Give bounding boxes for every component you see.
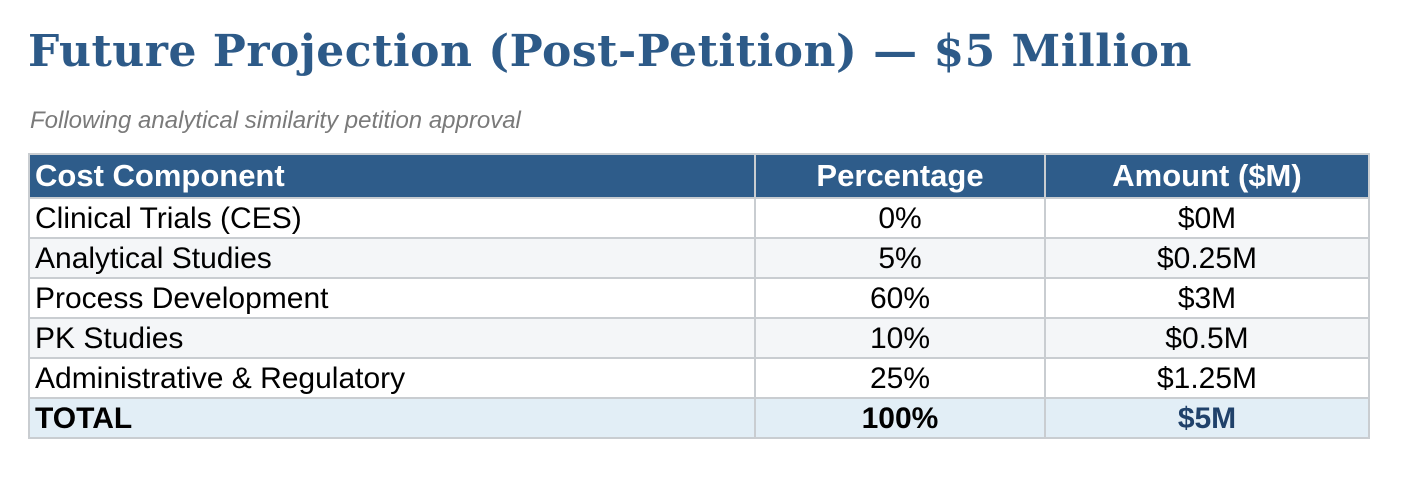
- percentage-cell: 60%: [754, 277, 1046, 319]
- column-header-cost-component: Cost Component: [28, 153, 756, 199]
- cost-component-cell: Analytical Studies: [28, 237, 756, 279]
- document-page: Future Projection (Post-Petition) — $5 M…: [28, 26, 1370, 439]
- table-row: PK Studies 10% $0.5M: [28, 317, 1370, 359]
- cost-component-cell: Process Development: [28, 277, 756, 319]
- table-header-row: Cost Component Percentage Amount ($M): [28, 153, 1370, 199]
- cost-component-cell: PK Studies: [28, 317, 756, 359]
- table-total-row: TOTAL 100% $5M: [28, 397, 1370, 439]
- page-title: Future Projection (Post-Petition) — $5 M…: [28, 26, 1192, 77]
- percentage-cell: 10%: [754, 317, 1046, 359]
- amount-cell: $3M: [1044, 277, 1370, 319]
- cost-component-cell: Administrative & Regulatory: [28, 357, 756, 399]
- amount-cell: $0M: [1044, 197, 1370, 239]
- percentage-cell: 5%: [754, 237, 1046, 279]
- table-row: Process Development 60% $3M: [28, 277, 1370, 319]
- amount-cell: $0.25M: [1044, 237, 1370, 279]
- cost-breakdown-table: Cost Component Percentage Amount ($M) Cl…: [28, 153, 1370, 439]
- cost-component-cell: TOTAL: [28, 397, 756, 439]
- cost-component-cell: Clinical Trials (CES): [28, 197, 756, 239]
- table-row: Analytical Studies 5% $0.25M: [28, 237, 1370, 279]
- amount-cell: $0.5M: [1044, 317, 1370, 359]
- amount-cell: $5M: [1044, 397, 1370, 439]
- amount-cell: $1.25M: [1044, 357, 1370, 399]
- column-header-amount: Amount ($M): [1044, 153, 1370, 199]
- percentage-cell: 25%: [754, 357, 1046, 399]
- table-row: Administrative & Regulatory 25% $1.25M: [28, 357, 1370, 399]
- table-row: Clinical Trials (CES) 0% $0M: [28, 197, 1370, 239]
- percentage-cell: 0%: [754, 197, 1046, 239]
- column-header-percentage: Percentage: [754, 153, 1046, 199]
- page-subtitle: Following analytical similarity petition…: [30, 107, 521, 134]
- percentage-cell: 100%: [754, 397, 1046, 439]
